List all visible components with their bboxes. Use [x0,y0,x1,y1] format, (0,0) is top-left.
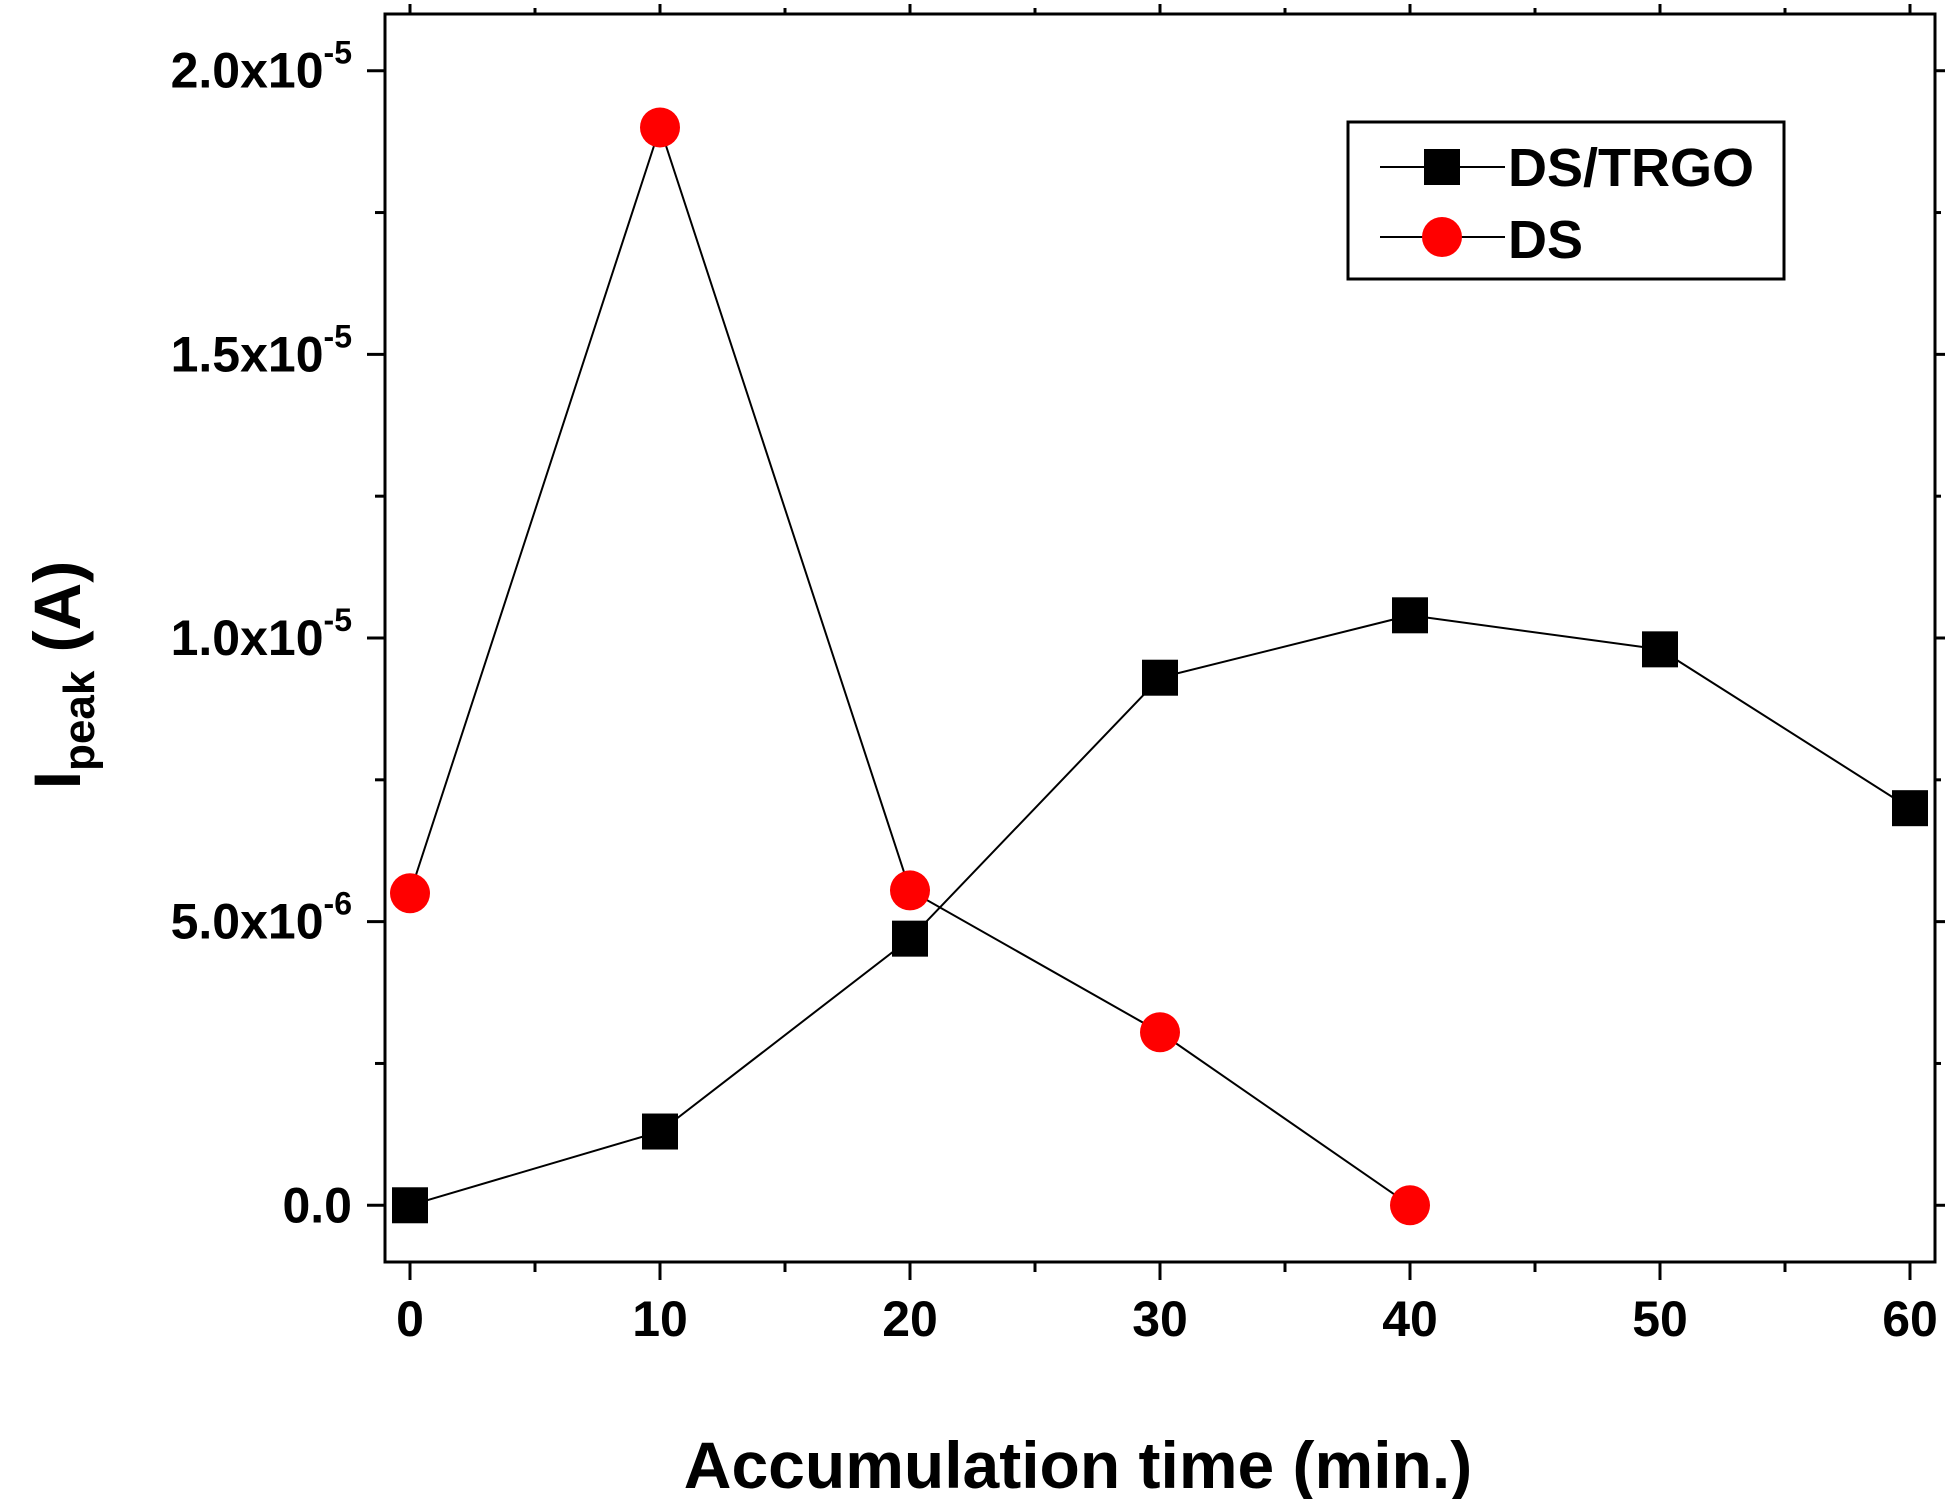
x-tick-label: 20 [882,1291,938,1347]
series-group [390,107,1928,1226]
y-tick-exponent: -5 [324,602,352,638]
y-tick-label: 0.0 [282,1177,352,1233]
y-axis-title: Ipeak (A) [20,561,104,790]
data-point-ds-trgo [1892,790,1928,827]
x-tick-label: 60 [1882,1291,1938,1347]
data-point-ds [640,107,680,148]
series-line-ds-trgo [409,614,1911,1207]
y-tick-exponent: -5 [324,35,352,71]
data-point-ds [1140,1012,1180,1053]
y-tick-mantissa: 0.0 [282,1177,352,1233]
legend-marker-ds-trgo [1424,149,1460,185]
data-point-ds-trgo [392,1187,428,1224]
y-axis-title-unit: (A) [20,561,94,671]
y-tick-label: 1.0x10-5 [171,602,352,666]
series-line-ds [409,124,1411,1207]
y-tick-exponent: -6 [324,886,352,922]
legend-label-ds: DS [1508,210,1583,270]
data-point-ds-trgo [1142,659,1178,696]
x-tick-label: 0 [396,1291,424,1347]
y-tick-exponent: -5 [324,318,352,354]
legend: DS/TRGO DS [1346,120,1786,281]
y-tick-mantissa: 2.0x10 [171,43,324,99]
data-point-ds-trgo [1642,631,1678,668]
x-tick-label: 50 [1632,1291,1688,1347]
x-axis-title: Accumulation time (min.) [684,1428,1472,1499]
y-tick-label: 1.5x10-5 [171,318,352,382]
axes-group: 0 10 20 30 40 50 600.05.0x10-61.0x10-51.5x10-5… [171,4,1945,1347]
data-point-ds [390,873,430,914]
x-tick-label: 10 [632,1291,688,1347]
data-point-ds [1390,1185,1430,1226]
y-tick-mantissa: 1.5x10 [171,326,324,382]
y-tick-label: 5.0x10-6 [171,886,352,950]
x-tick-label: 40 [1382,1291,1438,1347]
x-tick-label: 30 [1132,1291,1188,1347]
legend-box [1346,120,1786,281]
data-point-ds [890,870,930,911]
y-tick-mantissa: 5.0x10 [171,894,324,950]
y-tick-mantissa: 1.0x10 [171,610,324,666]
data-point-ds-trgo [642,1113,678,1150]
data-point-ds-trgo [1392,597,1428,634]
y-tick-label: 2.0x10-5 [171,35,352,99]
y-axis-title-subscript: peak [55,670,104,771]
y-axis-title-main: I [20,771,94,789]
data-point-ds-trgo [892,920,928,957]
legend-label-ds-trgo: DS/TRGO [1508,138,1754,198]
legend-marker-ds [1422,217,1462,257]
